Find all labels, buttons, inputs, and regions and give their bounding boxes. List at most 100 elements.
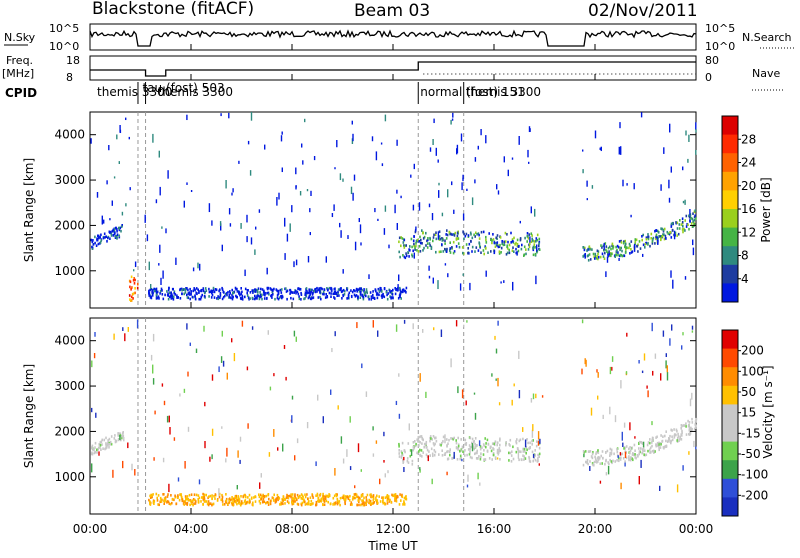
- cell: [277, 292, 280, 295]
- cell: [634, 242, 636, 246]
- cell: [441, 237, 443, 240]
- cell: [331, 348, 333, 353]
- cell: [642, 446, 645, 450]
- cell: [228, 497, 231, 500]
- cell: [496, 237, 498, 240]
- cell: [480, 452, 482, 455]
- cell: [312, 502, 314, 505]
- cell: [122, 432, 124, 435]
- cell: [597, 257, 599, 261]
- cell: [134, 278, 136, 282]
- cell: [375, 293, 378, 296]
- cell: [666, 372, 669, 381]
- cell: [485, 270, 487, 277]
- cell: [186, 296, 189, 299]
- cell: [482, 230, 485, 234]
- cell: [365, 499, 368, 502]
- cell: [479, 447, 482, 451]
- cell: [371, 136, 374, 142]
- region-ground-band: [148, 492, 408, 507]
- cell: [441, 212, 444, 217]
- cell: [132, 292, 135, 295]
- cell: [586, 459, 589, 462]
- cell: [231, 503, 234, 506]
- cell: [590, 455, 593, 458]
- cell: [519, 238, 522, 242]
- cell: [425, 440, 428, 444]
- cell: [286, 493, 288, 497]
- cell: [99, 443, 102, 447]
- cell: [267, 503, 270, 506]
- cell: [121, 436, 123, 440]
- cell: [101, 438, 103, 442]
- cell: [625, 246, 627, 249]
- cell: [410, 174, 412, 178]
- cell: [649, 244, 651, 248]
- cell: [210, 296, 213, 299]
- cell: [204, 287, 207, 290]
- cell: [167, 500, 170, 504]
- cell: [168, 483, 170, 493]
- cell: [396, 287, 398, 291]
- cell: [202, 287, 205, 290]
- cell: [192, 503, 194, 507]
- cell: [409, 454, 412, 458]
- cell: [438, 250, 441, 254]
- cell: [663, 147, 665, 154]
- cell: [394, 292, 397, 296]
- cell: [527, 248, 530, 251]
- cell: [481, 446, 483, 449]
- cell: [532, 239, 534, 242]
- cell: [95, 244, 98, 247]
- cell: [532, 245, 535, 249]
- cell: [496, 441, 499, 444]
- cell: [687, 158, 689, 163]
- ytick-label-3: 4000: [54, 128, 85, 142]
- cell: [346, 287, 349, 290]
- cell: [369, 291, 372, 294]
- cell: [692, 239, 694, 246]
- cell: [378, 293, 380, 297]
- cell: [676, 227, 679, 230]
- cell: [681, 434, 683, 437]
- cell: [222, 290, 225, 294]
- cell: [657, 231, 660, 234]
- cell: [237, 450, 239, 458]
- cell: [333, 291, 336, 294]
- cell: [189, 287, 191, 291]
- cell: [372, 320, 374, 328]
- cell: [201, 293, 203, 297]
- cell: [276, 289, 278, 293]
- cell: [459, 449, 461, 453]
- cell: [447, 273, 449, 278]
- cell: [326, 494, 329, 498]
- cell: [617, 455, 619, 459]
- cell: [237, 496, 240, 500]
- cell: [116, 134, 118, 140]
- cell: [533, 240, 536, 243]
- cell: [280, 291, 283, 294]
- colorbar-swatch: [722, 348, 738, 368]
- cell: [350, 501, 353, 504]
- cell: [224, 294, 226, 298]
- cell: [160, 277, 162, 285]
- cell: [339, 503, 341, 507]
- cell: [410, 237, 413, 241]
- cell: [94, 446, 96, 449]
- cell: [629, 252, 631, 255]
- cell: [398, 240, 400, 244]
- cell: [268, 497, 270, 501]
- cell: [194, 502, 197, 505]
- cell: [372, 293, 374, 297]
- cell: [241, 290, 243, 294]
- cell: [455, 441, 458, 445]
- cpid-label-0: themis 3300: [97, 85, 172, 99]
- cell: [527, 149, 529, 158]
- cell: [281, 288, 283, 291]
- cell: [403, 289, 406, 293]
- cell: [368, 274, 370, 280]
- cell: [281, 296, 283, 300]
- cell: [217, 295, 219, 298]
- cell: [313, 289, 315, 293]
